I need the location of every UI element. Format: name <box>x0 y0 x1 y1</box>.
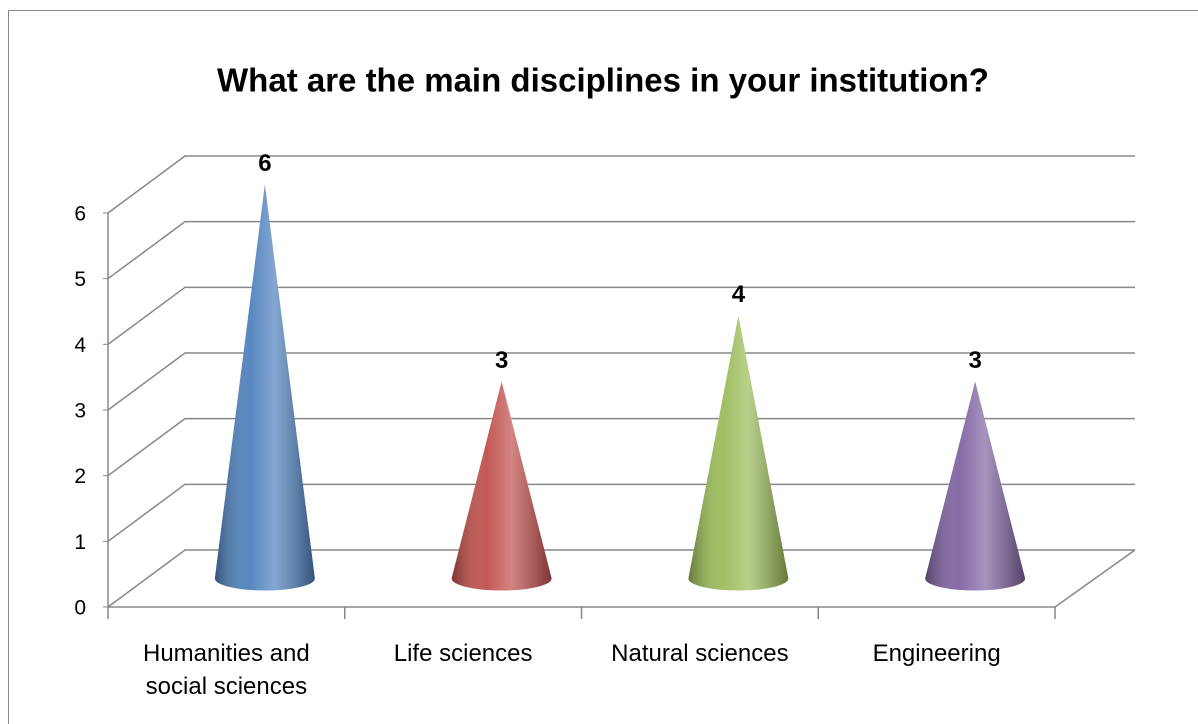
y-tick-label: 6 <box>74 203 86 226</box>
data-label: 4 <box>732 281 746 308</box>
cone-shade <box>214 184 315 591</box>
x-tick-label: Natural sciences <box>611 640 789 667</box>
y-tick-label: 0 <box>74 597 86 620</box>
y-tick-label: 2 <box>74 465 86 488</box>
y-tick-label: 4 <box>74 334 86 357</box>
cone-shade <box>688 315 789 591</box>
data-label: 3 <box>968 347 981 374</box>
x-tick-label: Engineering <box>872 640 1001 667</box>
cone-shade <box>451 381 552 591</box>
x-tick-label: Humanities and social sciences <box>142 640 310 700</box>
x-tick-label: Life sciences <box>393 640 533 667</box>
cone-shade <box>925 381 1026 591</box>
grid-line <box>107 483 1135 542</box>
grid-line <box>107 220 1135 280</box>
grid-line <box>107 352 1135 411</box>
grid-line <box>107 286 1135 345</box>
chart-title: What are the main disciplines in your in… <box>217 62 989 99</box>
chart-border <box>8 10 1198 724</box>
y-tick-label: 1 <box>74 531 86 554</box>
grid-line <box>107 155 1135 214</box>
data-label: 3 <box>495 347 508 374</box>
y-tick-label: 5 <box>74 268 86 291</box>
grid-line <box>107 549 1135 608</box>
data-label: 6 <box>258 150 271 177</box>
y-tick-label: 3 <box>74 400 86 423</box>
grid-line <box>107 417 1135 477</box>
